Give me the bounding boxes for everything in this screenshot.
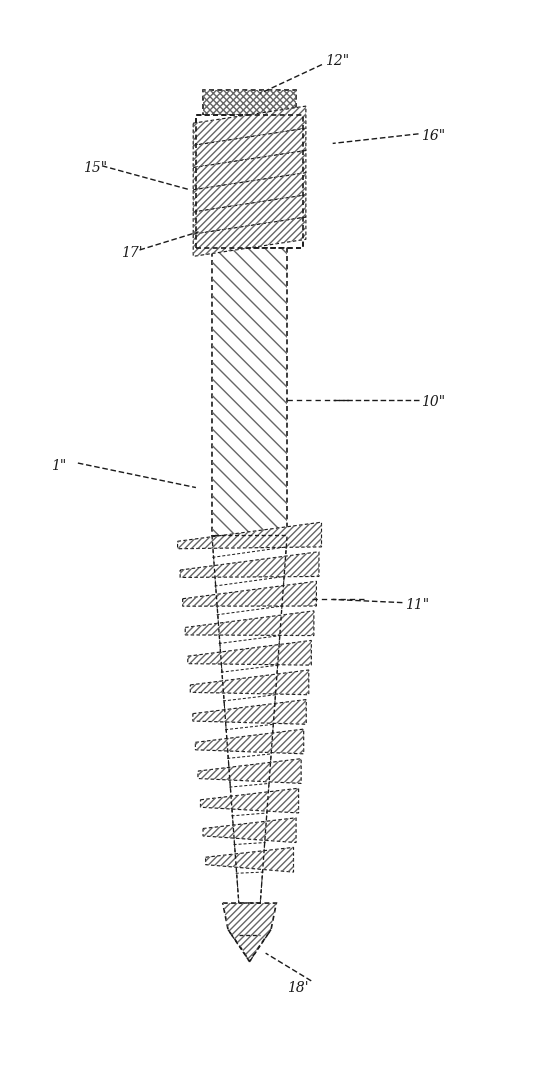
Polygon shape <box>185 610 314 635</box>
Polygon shape <box>183 582 317 606</box>
Text: 17': 17' <box>121 246 143 260</box>
Polygon shape <box>203 90 296 115</box>
Text: 11": 11" <box>405 598 429 612</box>
Polygon shape <box>196 729 304 754</box>
Polygon shape <box>205 847 294 872</box>
Polygon shape <box>212 247 287 536</box>
Polygon shape <box>188 640 311 665</box>
Polygon shape <box>193 151 306 190</box>
Polygon shape <box>193 195 306 235</box>
Text: 10": 10" <box>421 395 446 409</box>
Polygon shape <box>193 699 306 724</box>
Polygon shape <box>190 670 309 695</box>
Polygon shape <box>193 106 306 146</box>
Polygon shape <box>178 523 321 548</box>
Text: 16": 16" <box>421 129 446 142</box>
Polygon shape <box>193 217 306 256</box>
Polygon shape <box>193 172 306 212</box>
Polygon shape <box>201 788 299 813</box>
Polygon shape <box>180 552 319 577</box>
Polygon shape <box>196 115 303 247</box>
Text: 12": 12" <box>325 55 349 69</box>
Text: 15": 15" <box>83 161 107 175</box>
Polygon shape <box>203 818 296 843</box>
Text: 1": 1" <box>51 459 66 473</box>
Text: 18': 18' <box>287 981 308 995</box>
Polygon shape <box>223 903 276 962</box>
Polygon shape <box>212 536 287 903</box>
Polygon shape <box>198 758 301 783</box>
Polygon shape <box>193 129 306 167</box>
